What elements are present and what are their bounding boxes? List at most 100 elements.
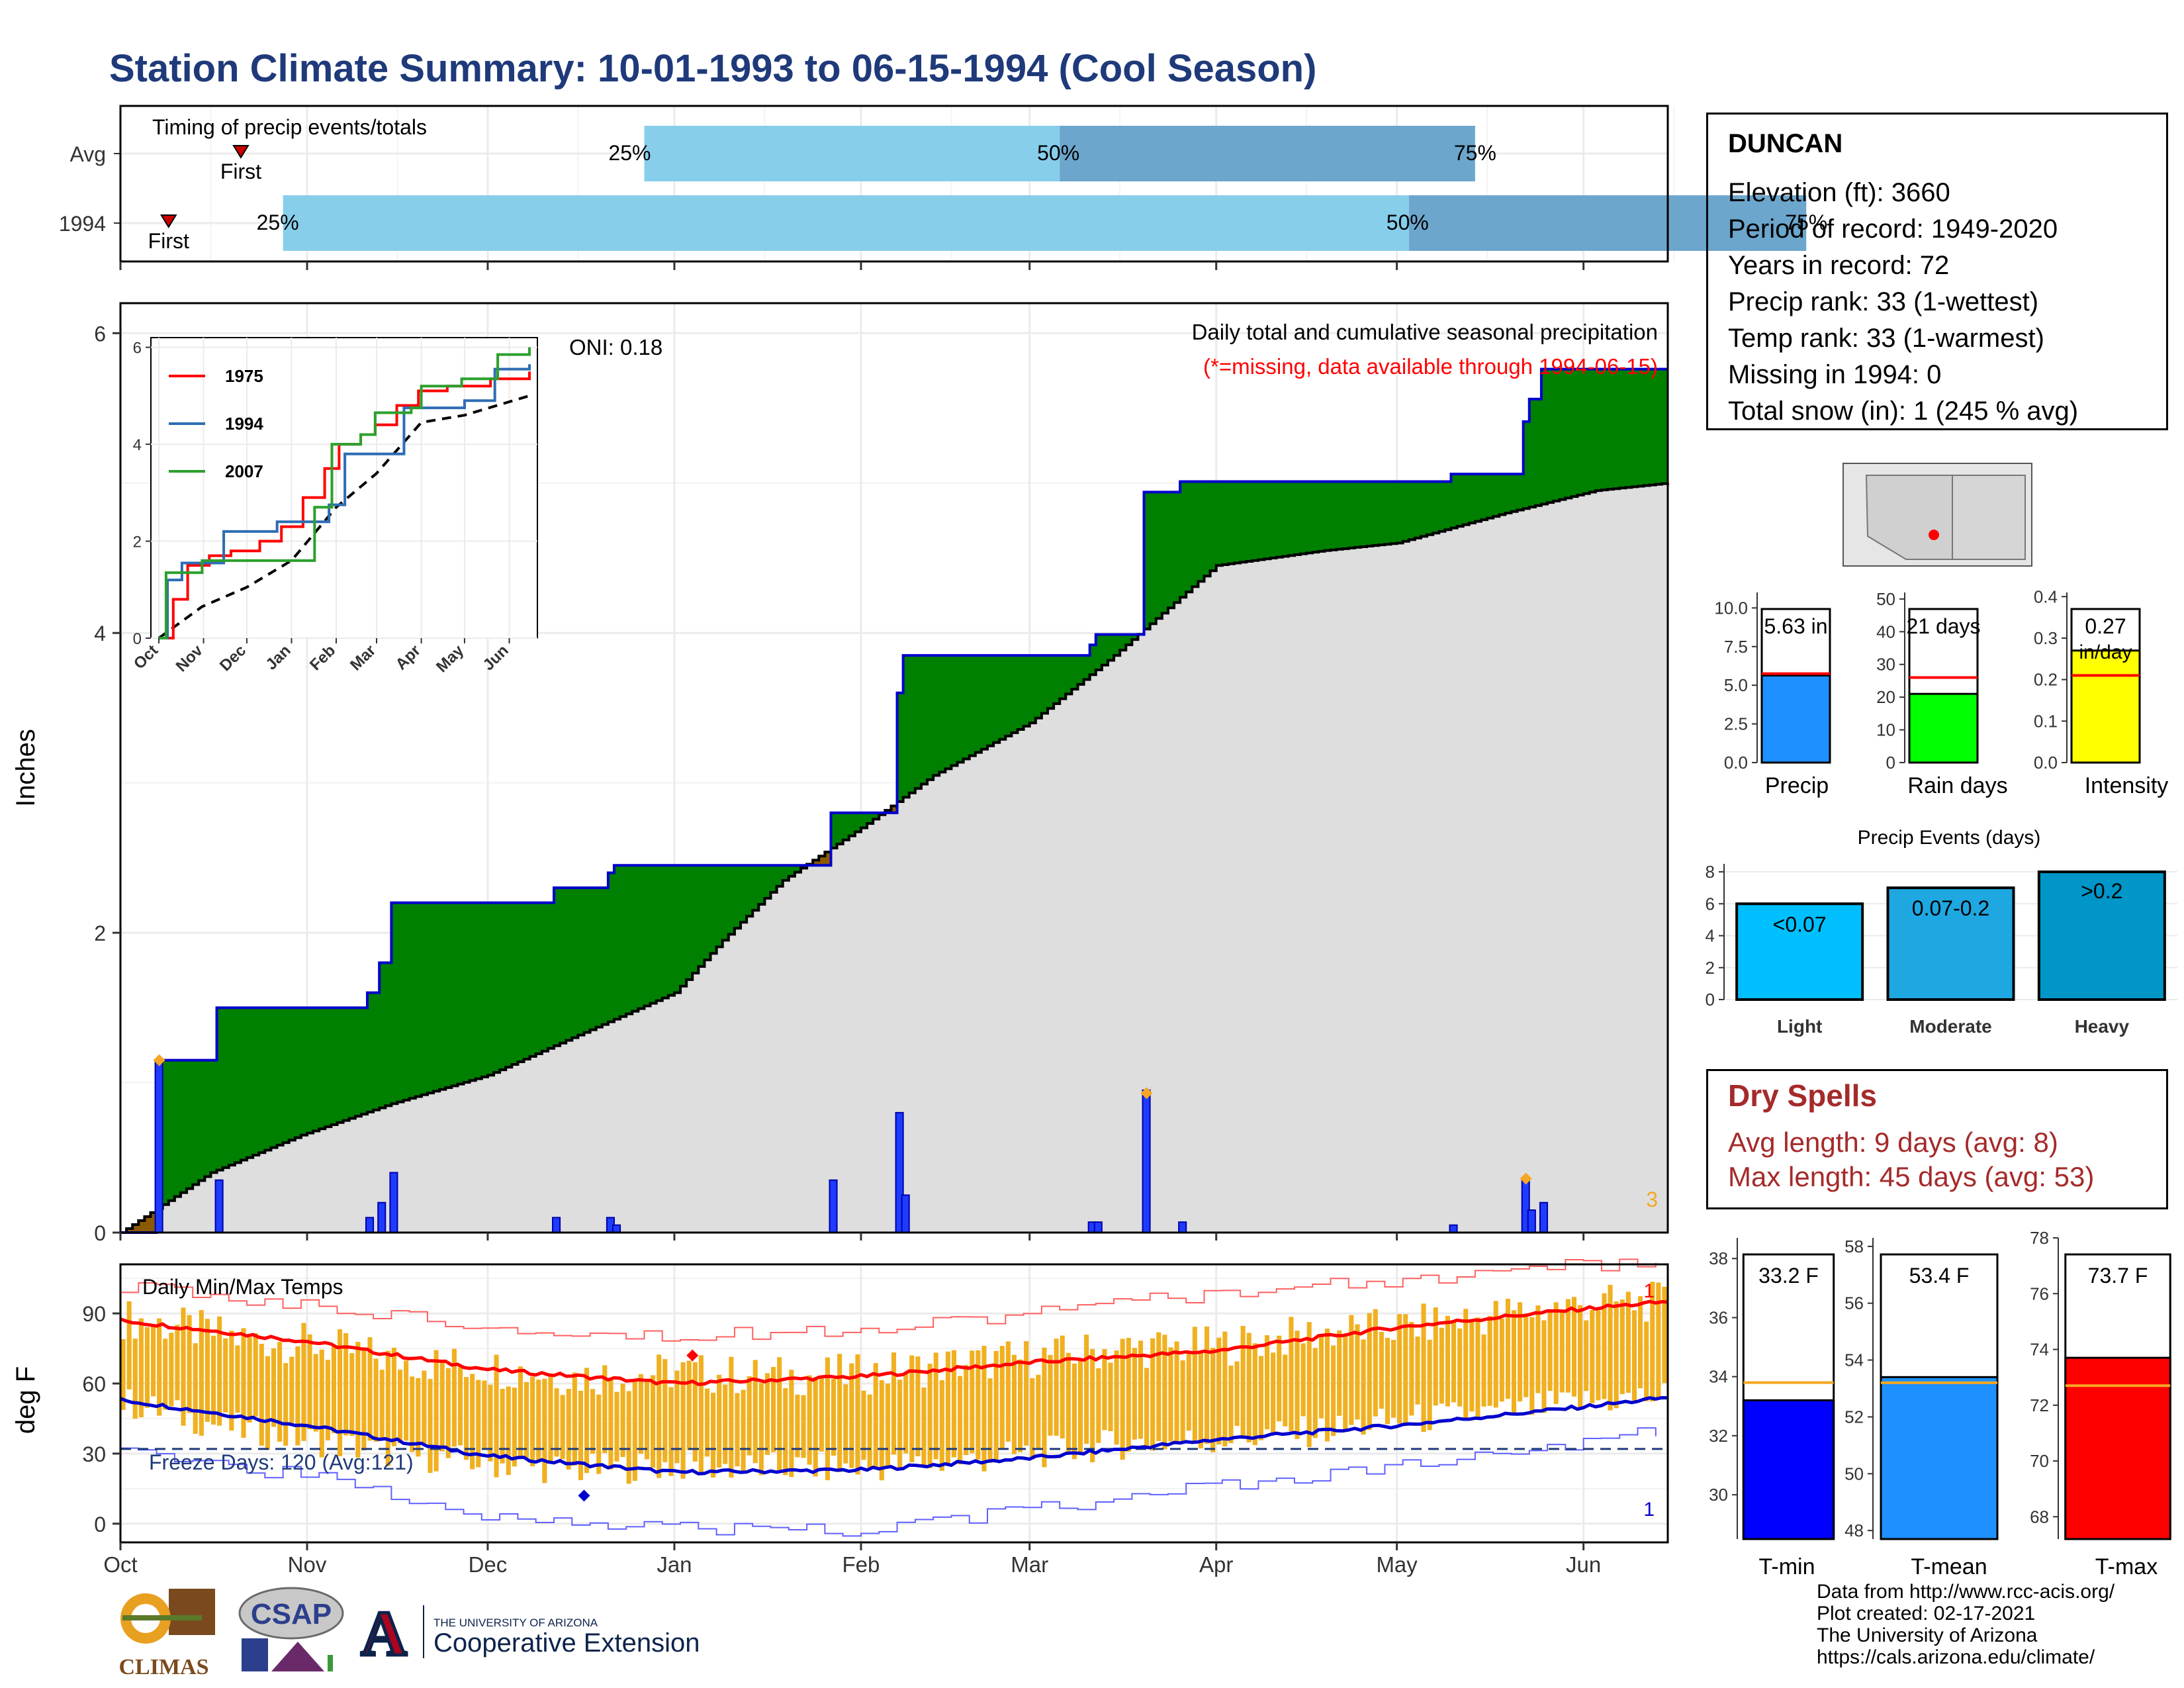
daily-temp-bar xyxy=(891,1352,897,1455)
normal-fill xyxy=(1336,549,1343,1233)
station-precip-rank: Precip rank: 33 (1-wettest) xyxy=(1728,287,2039,316)
normal-fill xyxy=(523,1058,531,1233)
above-average-fill xyxy=(487,902,494,1076)
normal-fill xyxy=(1583,493,1590,1233)
daily-temp-bar xyxy=(217,1316,222,1426)
above-average-fill xyxy=(1174,492,1181,603)
station-name: DUNCAN xyxy=(1728,129,1843,158)
normal-fill xyxy=(283,1143,290,1233)
above-average-fill xyxy=(722,865,729,941)
above-average-fill xyxy=(1637,369,1645,487)
above-average-fill xyxy=(1517,474,1524,510)
normal-fill xyxy=(1005,735,1012,1233)
daily-temp-bar xyxy=(1397,1314,1402,1424)
locator-map xyxy=(1843,463,2032,567)
above-average-fill xyxy=(300,1008,308,1135)
above-average-fill xyxy=(608,872,615,1022)
above-average-fill xyxy=(668,865,675,996)
inset-y-tick-label: 6 xyxy=(133,340,142,357)
daily-temp-bar xyxy=(897,1380,903,1469)
below-average-fill xyxy=(891,806,898,813)
above-average-fill xyxy=(1385,481,1392,545)
daily-temp-bar xyxy=(602,1365,608,1454)
page-title: Station Climate Summary: 10-01-1993 to 0… xyxy=(109,47,1317,90)
daily-precip-bar xyxy=(154,1059,163,1234)
record-rec_tmin-line xyxy=(120,1427,1657,1537)
normal-fill xyxy=(848,835,856,1233)
normal-fill xyxy=(1408,539,1416,1233)
daily-temp-bar xyxy=(849,1363,854,1468)
above-average-fill xyxy=(1625,369,1633,488)
timing-chart: 25%50%75%FirstLastAvg25%50%75%FirstLast1… xyxy=(59,105,1827,270)
above-average-fill xyxy=(842,812,850,840)
daily-temp-bar xyxy=(632,1379,637,1481)
above-average-fill xyxy=(1246,481,1253,561)
timing-first-marker xyxy=(159,214,177,228)
above-average-fill xyxy=(1047,655,1054,709)
normal-fill xyxy=(1054,703,1060,1233)
daily-temp-bar xyxy=(1030,1378,1035,1460)
above-average-fill xyxy=(240,1008,248,1160)
daily-temp-bar xyxy=(1614,1301,1619,1409)
daily-temp-bar xyxy=(1036,1374,1041,1448)
daily-temp-bar xyxy=(1547,1312,1553,1391)
daily-temp-bar xyxy=(132,1338,138,1419)
timing-label-50: 50% xyxy=(1037,141,1079,165)
normal-fill xyxy=(578,1035,585,1233)
timing-category-label: Avg xyxy=(69,142,106,166)
normal-fill xyxy=(927,779,934,1233)
normal-fill xyxy=(1186,592,1193,1233)
above-average-fill xyxy=(512,902,519,1065)
record-high-count: 1 xyxy=(1643,1280,1655,1302)
intensity-label: Intensity xyxy=(2085,773,2169,798)
daily-temp-bar xyxy=(1608,1284,1613,1411)
above-average-fill xyxy=(909,655,916,793)
above-average-fill xyxy=(686,865,693,980)
daily-precip-bar xyxy=(612,1224,621,1233)
normal-fill xyxy=(1655,484,1662,1233)
precip_total-label: Precip xyxy=(1765,773,1829,798)
above-average-fill xyxy=(1595,369,1602,491)
above-average-fill xyxy=(1023,655,1030,727)
daily-temp-bar xyxy=(1475,1317,1480,1421)
above-average-fill xyxy=(614,865,621,1019)
above-average-fill xyxy=(373,992,380,1110)
above-average-fill xyxy=(1535,399,1542,506)
inset-x-tick-label: Mar xyxy=(347,641,379,674)
daily-temp-bar xyxy=(1102,1349,1107,1430)
normal-fill xyxy=(1029,723,1036,1233)
normal-fill xyxy=(668,995,675,1233)
daily-temp-bar xyxy=(1571,1297,1577,1397)
above-average-fill xyxy=(187,1060,193,1189)
above-average-fill xyxy=(1198,481,1205,582)
daily-temp-bar xyxy=(1198,1353,1204,1449)
above-average-fill xyxy=(1451,474,1458,528)
daily-temp-bar xyxy=(674,1370,680,1464)
above-average-fill xyxy=(1493,474,1500,517)
above-average-fill xyxy=(728,865,735,935)
temp-record-marker xyxy=(578,1489,590,1502)
normal-fill xyxy=(716,947,723,1233)
daily-temp-bar xyxy=(867,1394,872,1468)
normal-fill xyxy=(1246,561,1253,1233)
above-average-fill xyxy=(644,865,651,1006)
normal-fill xyxy=(867,823,874,1233)
daily-precip-bar xyxy=(1142,1089,1151,1233)
rain_days-y-tick-label: 40 xyxy=(1876,622,1895,641)
rain_days-label: Rain days xyxy=(1907,773,2007,798)
tmean_bar-y-tick-label: 58 xyxy=(1844,1237,1864,1256)
normal-fill xyxy=(469,1080,477,1233)
daily-temp-bar xyxy=(1553,1302,1559,1404)
above-average-fill xyxy=(1475,474,1482,522)
timing-bar-50-75 xyxy=(1408,195,1807,251)
above-average-fill xyxy=(445,902,452,1088)
rain_days-y-tick-label: 50 xyxy=(1876,589,1895,609)
above-average-fill xyxy=(987,655,994,746)
temp-x-tick-label: Nov xyxy=(288,1552,327,1577)
normal-fill xyxy=(187,1188,193,1233)
credits: Data from http://www.rcc-acis.org/ Plot … xyxy=(1817,1581,2115,1668)
normal-fill xyxy=(445,1088,452,1233)
above-average-fill xyxy=(867,812,874,823)
station-elevation: Elevation (ft): 3660 xyxy=(1728,178,1950,207)
normal-fill xyxy=(541,1051,549,1233)
